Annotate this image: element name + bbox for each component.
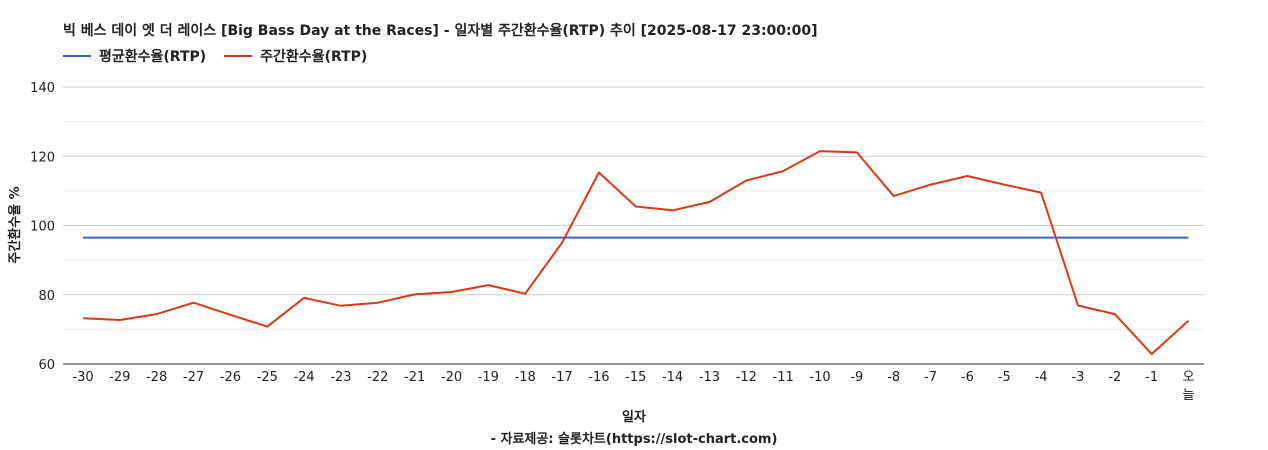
x-tick-label: -2: [1108, 370, 1121, 385]
x-tick-label: -12: [736, 370, 757, 385]
x-tick-label: -15: [625, 370, 646, 385]
x-tick-label: -16: [588, 370, 609, 385]
x-tick-label: -28: [146, 370, 167, 385]
x-tick-label: -3: [1071, 370, 1084, 385]
y-tick-label: 60: [38, 358, 55, 373]
y-axis-label: 주간환수율 %: [7, 186, 23, 263]
x-axis-label: 일자: [622, 410, 646, 425]
x-tick-label: -6: [961, 370, 974, 385]
y-tick-label: 80: [38, 289, 55, 304]
x-tick-label: -13: [699, 370, 720, 385]
x-tick-label: -19: [478, 370, 499, 385]
series-lines: [82, 150, 1190, 355]
legend-label-weekly: 주간환수율(RTP): [260, 49, 368, 65]
y-tick-label: 100: [30, 220, 55, 235]
legend: 평균환수율(RTP) 주간환수율(RTP): [63, 46, 367, 66]
series-line-weekly[interactable]: [82, 150, 1190, 355]
x-tick-label: -14: [662, 370, 683, 385]
gridlines: [63, 86, 1204, 365]
x-tick-label: -30: [72, 370, 93, 385]
y-tick-label: 120: [30, 150, 55, 165]
x-tick-label: -21: [404, 370, 425, 385]
x-tick-label: -18: [515, 370, 536, 385]
x-tick-label: -20: [441, 370, 462, 385]
y-axis-ticks: 60 80 100 120 140: [30, 81, 55, 373]
x-tick-label: -22: [367, 370, 388, 385]
x-tick-label: -11: [773, 370, 794, 385]
x-tick-label: -1: [1145, 370, 1158, 385]
x-tick-label: -8: [887, 370, 900, 385]
legend-label-average: 평균환수율(RTP): [99, 49, 207, 65]
x-tick-label: -23: [330, 370, 351, 385]
x-tick-label: -24: [293, 370, 314, 385]
x-tick-label: -10: [809, 370, 830, 385]
legend-swatch-weekly: [224, 55, 253, 57]
x-tick-label: -29: [109, 370, 130, 385]
x-tick-label: -25: [257, 370, 278, 385]
x-tick-label: -9: [850, 370, 863, 385]
chart-title: 빅 베스 데이 엣 더 레이스 [Big Bass Day at the Rac…: [63, 23, 818, 39]
legend-item-average[interactable]: 평균환수율(RTP): [63, 46, 206, 66]
x-tick-label: -26: [220, 370, 241, 385]
x-tick-label: -4: [1035, 370, 1048, 385]
legend-item-weekly[interactable]: 주간환수율(RTP): [224, 46, 367, 66]
legend-swatch-average: [63, 55, 91, 57]
x-tick-label: -5: [998, 370, 1011, 385]
x-tick-label: -17: [551, 370, 572, 385]
source-credit: - 자료제공: 슬롯차트(https://slot-chart.com): [490, 432, 778, 447]
x-axis-ticks: -30 -29 -28 -27 -26 -25 -24 -23 -22 -21 -20 -19 -18-…: [72, 370, 1194, 403]
y-tick-label: 140: [30, 81, 55, 96]
x-tick-label: -7: [924, 370, 937, 385]
x-tick-label: -27: [183, 370, 204, 385]
